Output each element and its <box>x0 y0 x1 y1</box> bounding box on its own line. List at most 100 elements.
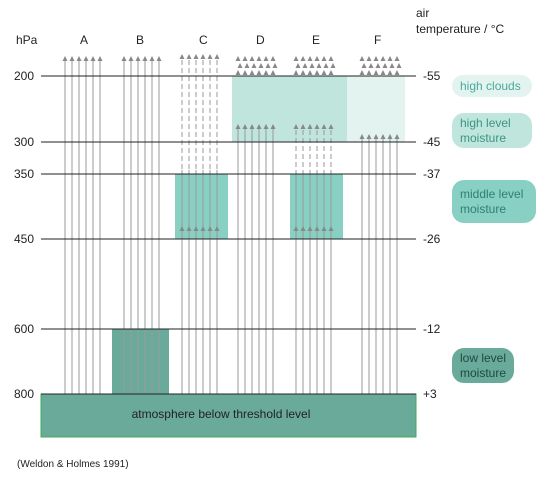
arrow-head <box>250 70 255 75</box>
legend-middle-level-moisture-label: middle level moisture <box>460 187 523 217</box>
arrow-head <box>395 56 400 61</box>
arrow-head <box>303 63 308 68</box>
citation: (Weldon & Holmes 1991) <box>17 459 129 470</box>
arrow-head <box>376 63 381 68</box>
column-label-b: B <box>136 33 144 47</box>
arrow-head <box>383 63 388 68</box>
arrow-head <box>264 70 269 75</box>
arrow-head <box>329 56 334 61</box>
column-label-e: E <box>312 33 320 47</box>
arrow-head <box>98 56 103 61</box>
arrow-head <box>187 54 192 59</box>
arrow-head <box>381 70 386 75</box>
column-label-c: C <box>199 33 208 47</box>
column-label-d: D <box>256 33 265 47</box>
arrow-head <box>238 63 243 68</box>
arrow-head <box>77 56 82 61</box>
temperature-label-800: +3 <box>423 387 437 401</box>
arrow-head <box>296 63 301 68</box>
arrow-head <box>201 54 206 59</box>
arrow-head <box>362 63 367 68</box>
pressure-label-300: 300 <box>14 135 34 149</box>
arrow-head <box>374 70 379 75</box>
legend-high-clouds-label: high clouds <box>460 79 521 94</box>
arrow-head <box>369 63 374 68</box>
arrow-head <box>294 56 299 61</box>
arrow-head <box>236 70 241 75</box>
pressure-label-200: 200 <box>14 69 34 83</box>
base-layer-label: atmosphere below threshold level <box>132 407 311 421</box>
arrow-head <box>257 56 262 61</box>
arrow-head <box>136 56 141 61</box>
arrow-head <box>215 54 220 59</box>
pressure-label-450: 450 <box>14 232 34 246</box>
arrow-head <box>273 63 278 68</box>
arrow-head <box>301 70 306 75</box>
column-label-f: F <box>374 33 381 47</box>
arrow-head <box>310 63 315 68</box>
arrow-head <box>374 56 379 61</box>
arrow-head <box>294 70 299 75</box>
arrow-head <box>157 56 162 61</box>
arrow-head <box>243 70 248 75</box>
arrow-head <box>308 70 313 75</box>
legend-high-clouds: high clouds <box>452 75 532 97</box>
arrow-head <box>70 56 75 61</box>
pressure-label-600: 600 <box>14 322 34 336</box>
arrow-head <box>329 70 334 75</box>
legend-low-level-moisture-label: low level moisture <box>460 351 506 381</box>
temperature-label-450: -26 <box>423 232 441 246</box>
pressure-label-350: 350 <box>14 167 34 181</box>
arrow-head <box>122 56 127 61</box>
arrow-head <box>243 56 248 61</box>
arrow-head <box>208 54 213 59</box>
arrow-head <box>84 56 89 61</box>
column-label-a: A <box>80 33 88 47</box>
temperature-label-300: -45 <box>423 135 441 149</box>
region-b-low-moisture <box>112 329 169 394</box>
arrow-head <box>150 56 155 61</box>
legend-middle-level-moisture: middle level moisture <box>452 180 536 223</box>
arrow-head <box>194 54 199 59</box>
arrow-head <box>331 63 336 68</box>
arrow-head <box>236 56 241 61</box>
arrow-head <box>322 56 327 61</box>
arrow-head <box>367 56 372 61</box>
temperature-unit-line1: air <box>416 6 429 20</box>
arrow-head <box>388 70 393 75</box>
shaded-regions <box>41 76 416 437</box>
arrow-head <box>322 70 327 75</box>
arrow-head <box>324 63 329 68</box>
arrow-head <box>91 56 96 61</box>
region-f-high-clouds <box>347 76 405 142</box>
arrow-head <box>360 70 365 75</box>
arrow-head <box>250 56 255 61</box>
arrow-head <box>317 63 322 68</box>
arrow-head <box>397 63 402 68</box>
arrow-head <box>245 63 250 68</box>
temperature-unit-line2: temperature / °C <box>416 22 505 36</box>
pressure-label-800: 800 <box>14 387 34 401</box>
legend-low-level-moisture: low level moisture <box>452 348 514 383</box>
arrow-head <box>257 70 262 75</box>
arrow-head <box>180 54 185 59</box>
arrow-head <box>252 63 257 68</box>
arrow-head <box>63 56 68 61</box>
arrow-head <box>129 56 134 61</box>
legend-high-level-moisture-label: high level moisture <box>460 116 511 146</box>
arrow-head <box>259 63 264 68</box>
arrow-head <box>308 56 313 61</box>
region-d-high-moisture <box>232 76 347 142</box>
arrow-head <box>271 70 276 75</box>
arrow-head <box>271 56 276 61</box>
temperature-label-600: -12 <box>423 322 441 336</box>
arrow-head <box>315 70 320 75</box>
arrow-head <box>390 63 395 68</box>
arrow-head <box>143 56 148 61</box>
legend-high-level-moisture: high level moisture <box>452 113 532 148</box>
temperature-label-200: -55 <box>423 69 441 83</box>
arrow-head <box>395 70 400 75</box>
arrow-head <box>367 70 372 75</box>
hpa-unit-label: hPa <box>16 33 38 47</box>
